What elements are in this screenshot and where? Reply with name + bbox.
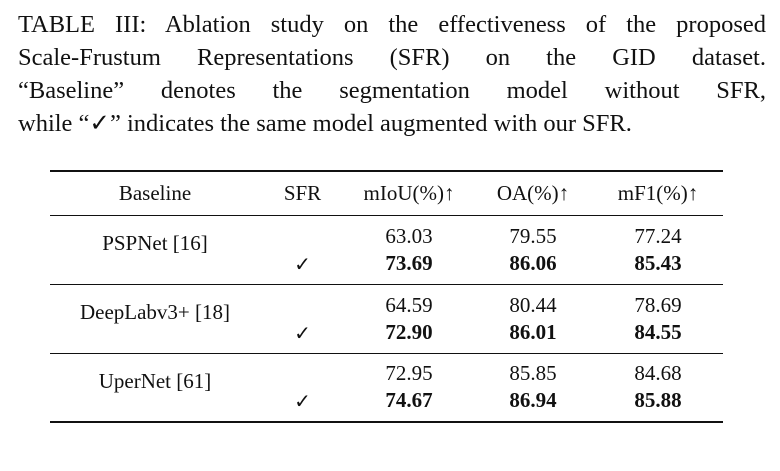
mf1-cell: 84.68 85.88 [593,353,723,423]
miou-cell: 72.95 74.67 [345,353,473,423]
mf1-baseline-value: 78.69 [634,292,682,317]
oa-baseline-value: 80.44 [509,292,557,317]
caption-line-4: while “✓” indicates the same model augme… [18,110,632,137]
baseline-name: UperNet [61] [98,368,212,393]
miou-cell: 63.03 73.69 [345,215,473,285]
caption-line-1: TABLE III: Ablation study on the effecti… [18,11,766,38]
table-caption: TABLE III: Ablation study on the effecti… [18,8,766,140]
oa-sfr-value: 86.94 [509,388,557,413]
sfr-cell: ✓ [260,284,345,354]
oa-sfr-value: 86.01 [509,319,557,344]
mf1-baseline-value: 77.24 [634,223,682,248]
oa-baseline-value: 79.55 [509,223,557,248]
header-mf1: mF1(%)↑ [593,170,723,216]
table-row-pspnet: PSPNet [16] ✓ 63.03 73.69 79.55 86.06 77.2… [50,215,723,285]
header-baseline: Baseline [50,170,260,216]
mf1-cell: 77.24 85.43 [593,215,723,285]
mf1-sfr-value: 85.43 [634,250,682,275]
mf1-sfr-value: 84.55 [634,319,682,344]
mf1-baseline-value: 84.68 [634,361,682,386]
baseline-cell: PSPNet [16] [50,215,260,285]
miou-cell: 64.59 72.90 [345,284,473,354]
miou-sfr-value: 73.69 [385,250,433,275]
table-row-upernet: UperNet [61] ✓ 72.95 74.67 85.85 86.94 84.… [50,353,723,423]
table-row-deeplabv3plus: DeepLabv3+ [18] ✓ 64.59 72.90 80.44 86.01 … [50,284,723,354]
ablation-table: Baseline SFR mIoU(%)↑ OA(%)↑ mF1(%)↑ PSP… [50,170,723,423]
caption-line-3: “Baseline” denotes the segmentation mode… [18,77,766,104]
caption-line-2: Scale-Frustum Representations (SFR) on t… [18,44,766,71]
mf1-cell: 78.69 84.55 [593,284,723,354]
baseline-name: DeepLabv3+ [18] [79,300,231,324]
oa-cell: 85.85 86.94 [473,353,593,423]
sfr-cell: ✓ [260,353,345,423]
checkmark-icon: ✓ [294,251,311,276]
miou-baseline-value: 63.03 [385,223,433,248]
miou-baseline-value: 72.95 [385,361,433,386]
oa-cell: 79.55 86.06 [473,215,593,285]
miou-sfr-value: 74.67 [385,388,433,413]
baseline-name: PSPNet [16] [102,231,208,255]
oa-cell: 80.44 86.01 [473,284,593,354]
header-row: Baseline SFR mIoU(%)↑ OA(%)↑ mF1(%)↑ [50,170,723,216]
miou-sfr-value: 72.90 [385,319,433,344]
header-miou: mIoU(%)↑ [345,170,473,216]
mf1-sfr-value: 85.88 [634,388,682,413]
oa-sfr-value: 86.06 [509,250,557,275]
header-oa: OA(%)↑ [473,170,593,216]
checkmark-icon: ✓ [294,320,311,345]
miou-baseline-value: 64.59 [385,292,433,317]
baseline-cell: DeepLabv3+ [18] [50,284,260,354]
checkmark-icon: ✓ [294,389,311,413]
sfr-cell: ✓ [260,215,345,285]
header-sfr: SFR [260,170,345,216]
oa-baseline-value: 85.85 [509,361,557,386]
baseline-cell: UperNet [61] [50,353,260,423]
